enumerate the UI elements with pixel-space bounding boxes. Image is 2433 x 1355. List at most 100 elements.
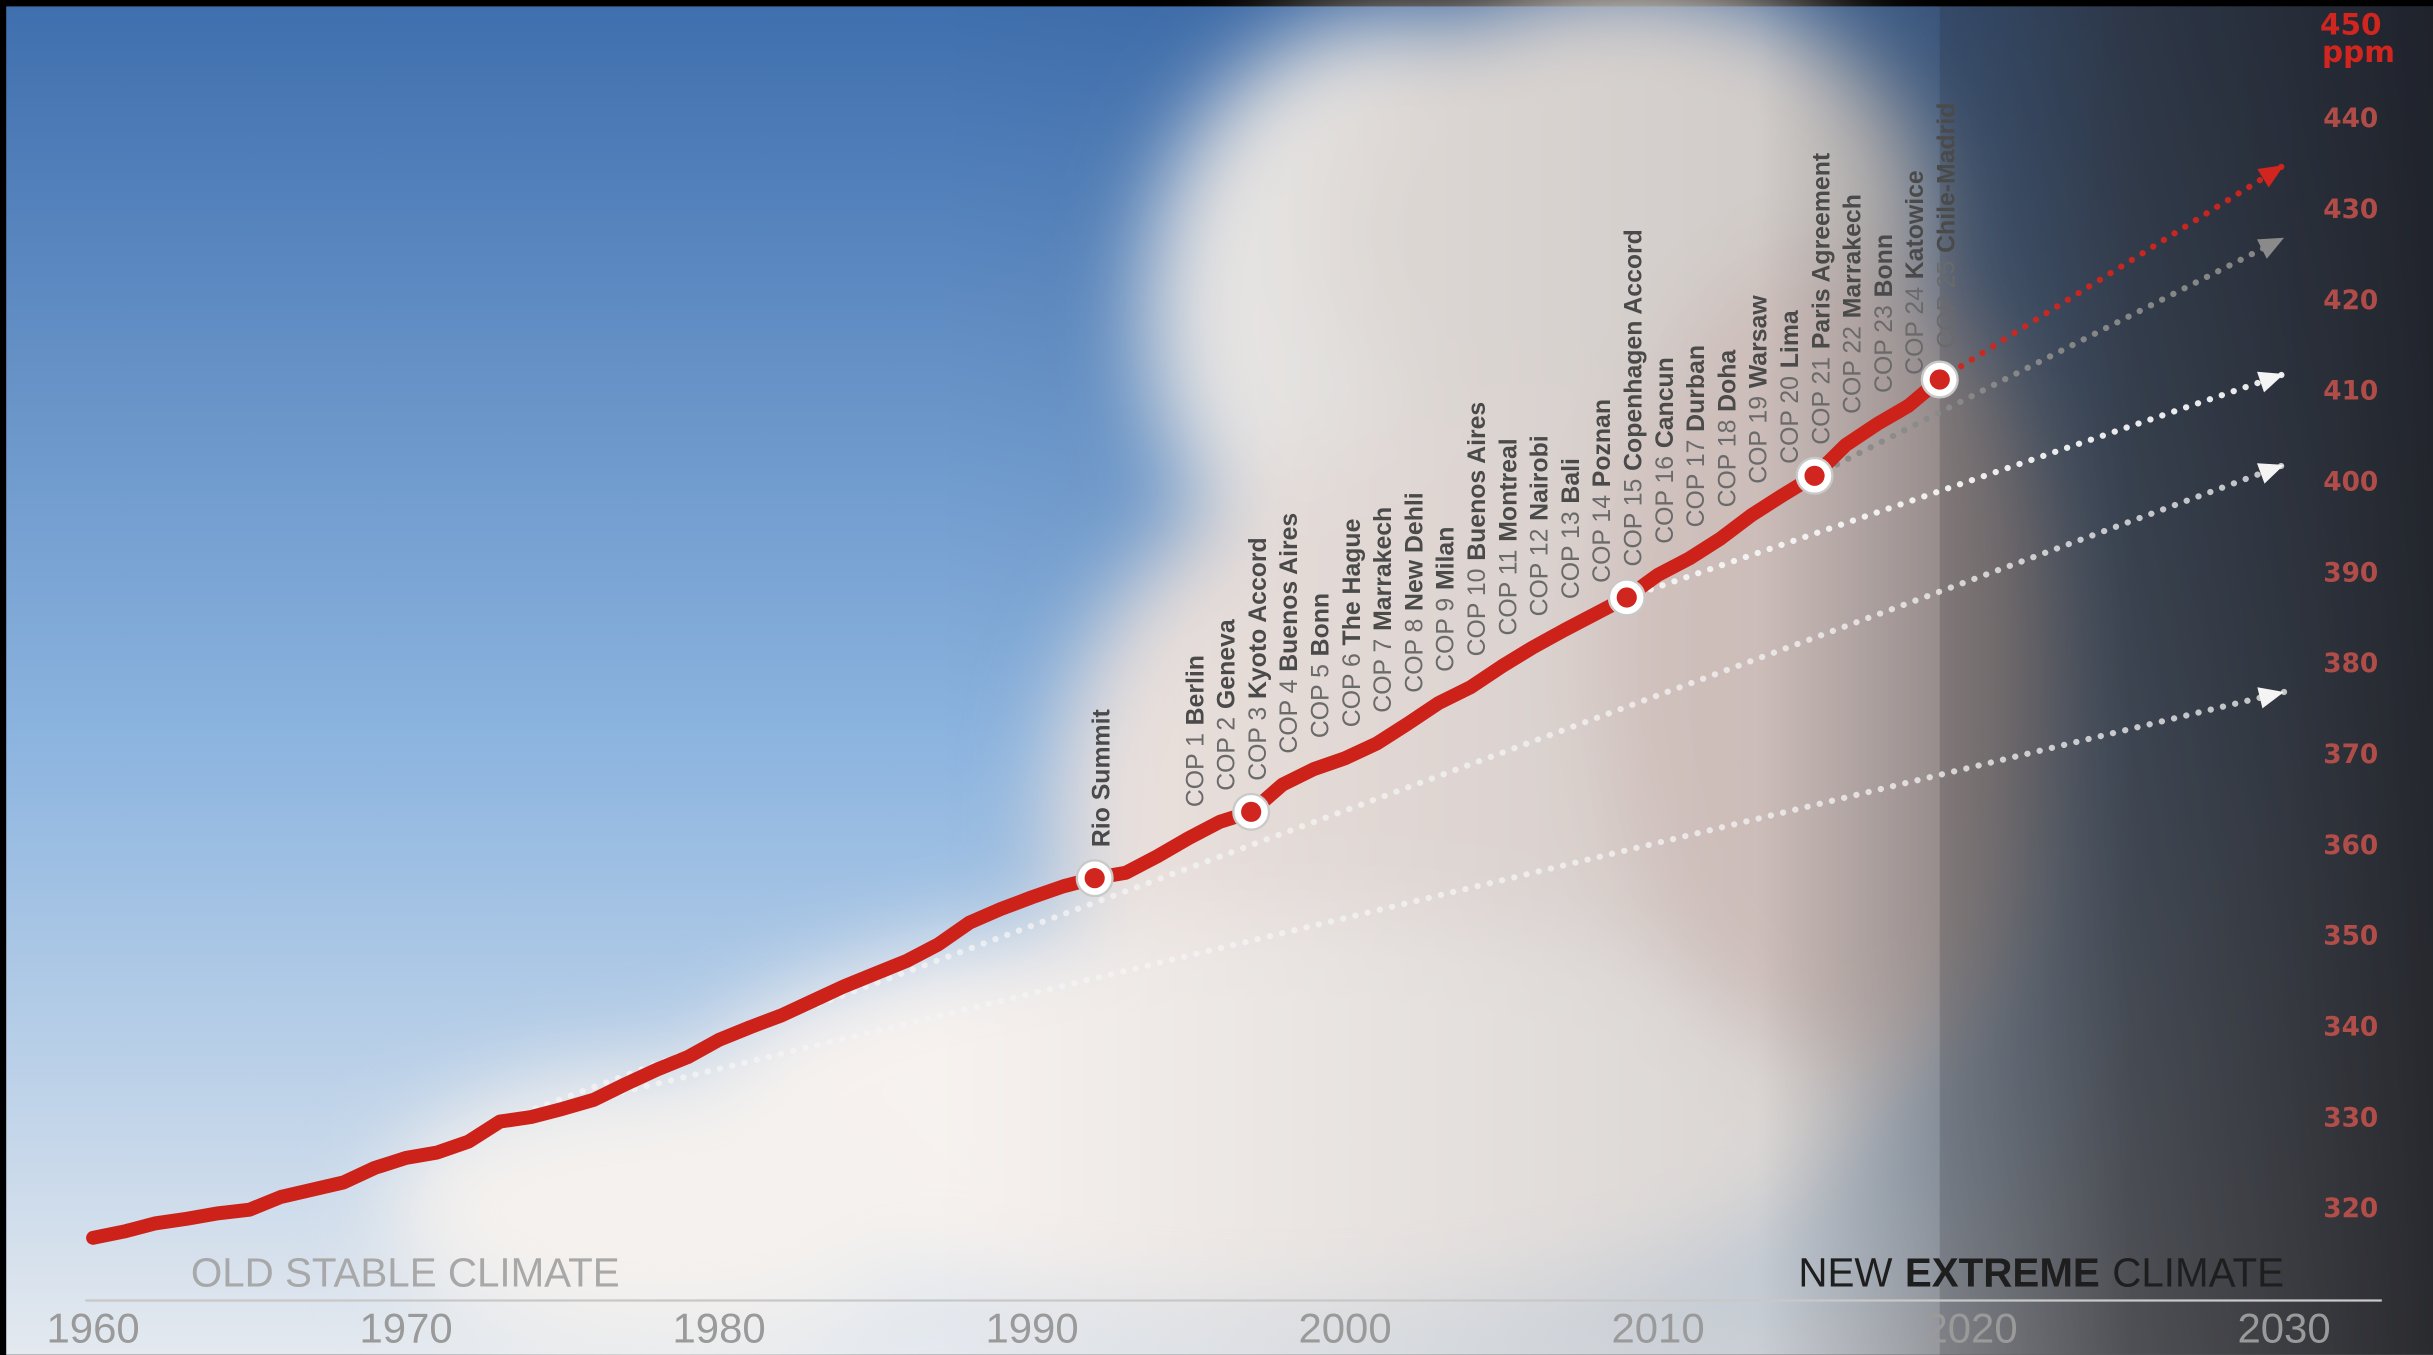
annotation-place: Durban bbox=[1683, 345, 1710, 432]
y-tick-label: 380 bbox=[2323, 649, 2378, 679]
annotation-place: Poznan bbox=[1589, 399, 1616, 487]
annotation: COP 9Milan bbox=[1432, 527, 1459, 672]
annotation-place: Doha bbox=[1714, 350, 1741, 412]
highlight-dot bbox=[1804, 466, 1824, 486]
annotation-place: Bonn bbox=[1307, 593, 1334, 656]
annotation-place: The Hague bbox=[1338, 519, 1365, 646]
y-tick-label: 350 bbox=[2323, 922, 2378, 952]
annotation-cop: COP 20 bbox=[1777, 376, 1804, 464]
annotation: COP 2 Geneva bbox=[1213, 619, 1240, 791]
annotation-cop: COP 7 bbox=[1370, 639, 1397, 713]
annotation-place: New Dehli bbox=[1401, 492, 1428, 611]
annotation: COP 7 Marrakech bbox=[1370, 507, 1397, 713]
y-tick-label: 340 bbox=[2323, 1013, 2378, 1043]
annotation-place: Marrakech bbox=[1370, 507, 1397, 631]
annotation-cop: COP 10 bbox=[1464, 569, 1491, 657]
annotation: COP 3 Kyoto Accord bbox=[1244, 537, 1271, 781]
annotation: COP 13 Bali bbox=[1557, 458, 1584, 599]
annotation-cop: COP 15 bbox=[1620, 479, 1647, 567]
annotation-place: Bonn bbox=[1870, 234, 1897, 297]
annotation-place: Cancun bbox=[1651, 357, 1678, 448]
highlight-dot bbox=[1085, 868, 1105, 888]
annotation-cop: COP 18 bbox=[1714, 420, 1741, 508]
annotation-cop: COP 23 bbox=[1870, 305, 1897, 393]
annotation-place: Buenos Aires bbox=[1276, 513, 1303, 672]
annotation-cop: COP 13 bbox=[1557, 511, 1584, 599]
annotation-place: Katowice bbox=[1902, 170, 1929, 279]
annotation: COP 10 Buenos Aires bbox=[1464, 402, 1491, 657]
y-tick-label: 430 bbox=[2323, 195, 2378, 225]
x-tick-label: 1970 bbox=[360, 1305, 453, 1352]
annotation-place: Nairobi bbox=[1526, 435, 1553, 520]
highlight-dot bbox=[1241, 802, 1261, 822]
annotation: COP 15 Copenhagen Accord bbox=[1620, 229, 1647, 566]
annotation: COP 23 Bonn bbox=[1870, 234, 1897, 393]
annotation-place: Montreal bbox=[1495, 438, 1522, 541]
y-tick-label: 330 bbox=[2323, 1103, 2378, 1133]
y-tick-label: 360 bbox=[2323, 831, 2378, 861]
right-caption-emphasis: EXTREME bbox=[1905, 1249, 2100, 1295]
annotation-cop: COP 2 bbox=[1213, 717, 1240, 791]
annotation-place: Paris Agreement bbox=[1808, 153, 1835, 349]
annotation-cop: COP 25 bbox=[1933, 261, 1960, 349]
annotation-cop: COP 22 bbox=[1839, 326, 1866, 414]
y-tick-label: 370 bbox=[2323, 740, 2378, 770]
right-caption-after: CLIMATE bbox=[2112, 1249, 2284, 1295]
y-unit: ppm bbox=[2322, 35, 2395, 69]
x-tick-label: 2010 bbox=[1611, 1305, 1704, 1352]
annotation-cop: COP 4 bbox=[1276, 679, 1303, 753]
annotation-place: Chile-Madrid bbox=[1933, 103, 1960, 253]
y-tick-label: 320 bbox=[2323, 1194, 2378, 1224]
y-tick-label: 440 bbox=[2323, 104, 2378, 134]
x-tick-label: 1960 bbox=[47, 1305, 140, 1352]
annotation-place: Warsaw bbox=[1745, 295, 1772, 389]
x-tick-label: 2030 bbox=[2237, 1305, 2330, 1352]
chart: 3203303403503603703803904004104204304404… bbox=[0, 0, 2433, 1355]
annotation: COP 4 Buenos Aires bbox=[1276, 513, 1303, 754]
annotation-cop: COP 16 bbox=[1651, 456, 1678, 544]
annotation-place: Lima bbox=[1777, 310, 1804, 368]
annotation-place: Rio Summit bbox=[1088, 709, 1115, 847]
annotation-place: Buenos Aires bbox=[1464, 402, 1491, 561]
highlight-dot bbox=[1930, 369, 1950, 389]
annotation-cop: COP 19 bbox=[1745, 396, 1772, 484]
annotation-cop: COP 12 bbox=[1526, 529, 1553, 617]
y-tick-label: 390 bbox=[2323, 558, 2378, 588]
x-tick-label: 2020 bbox=[1924, 1305, 2017, 1352]
annotation-place: Marrakech bbox=[1839, 194, 1866, 318]
annotation: COP 20 Lima bbox=[1777, 310, 1804, 464]
highlight-dot bbox=[1617, 587, 1637, 607]
annotation-cop: COP 8 bbox=[1401, 619, 1428, 693]
annotation: COP 8 New Dehli bbox=[1401, 492, 1428, 692]
annotation-cop: COP 21 bbox=[1808, 357, 1835, 445]
annotation: COP 25 Chile-Madrid bbox=[1933, 103, 1960, 349]
annotation: COP 6The Hague bbox=[1338, 519, 1365, 728]
right-caption-before: NEW bbox=[1798, 1249, 1892, 1295]
annotation-cop: COP 14 bbox=[1589, 495, 1616, 583]
annotation-place: Copenhagen Accord bbox=[1620, 229, 1647, 471]
y-tick-label: 410 bbox=[2323, 377, 2378, 407]
annotation: COP 21 Paris Agreement bbox=[1808, 153, 1835, 445]
y-tick-label: 420 bbox=[2323, 286, 2378, 316]
annotation-cop: COP 1 bbox=[1182, 733, 1209, 807]
annotation: COP 5 Bonn bbox=[1307, 593, 1334, 738]
x-tick-label: 1990 bbox=[985, 1305, 1078, 1352]
annotation-cop: COP 17 bbox=[1683, 440, 1710, 528]
annotation: COP 24 Katowice bbox=[1902, 170, 1929, 375]
annotation: COP 18 Doha bbox=[1714, 350, 1741, 508]
y-tick-label: 400 bbox=[2323, 468, 2378, 498]
annotation-place: Bali bbox=[1557, 458, 1584, 504]
right-caption: NEW EXTREME CLIMATE bbox=[1798, 1249, 2284, 1295]
x-tick-label: 1980 bbox=[673, 1305, 766, 1352]
annotation-cop: COP 3 bbox=[1244, 707, 1271, 781]
annotation-place: Kyoto Accord bbox=[1244, 537, 1271, 699]
annotation: COP 11 Montreal bbox=[1495, 438, 1522, 635]
annotation-place: Geneva bbox=[1213, 619, 1240, 709]
annotation: COP 22 Marrakech bbox=[1839, 194, 1866, 414]
annotation-cop: COP 5 bbox=[1307, 664, 1334, 738]
x-tick-label: 2000 bbox=[1298, 1305, 1391, 1352]
annotation-place: Berlin bbox=[1182, 655, 1209, 725]
annotation-cop: COP 9 bbox=[1432, 598, 1459, 672]
annotation-cop: COP 11 bbox=[1495, 549, 1522, 635]
annotation-cop: COP 24 bbox=[1902, 287, 1929, 375]
